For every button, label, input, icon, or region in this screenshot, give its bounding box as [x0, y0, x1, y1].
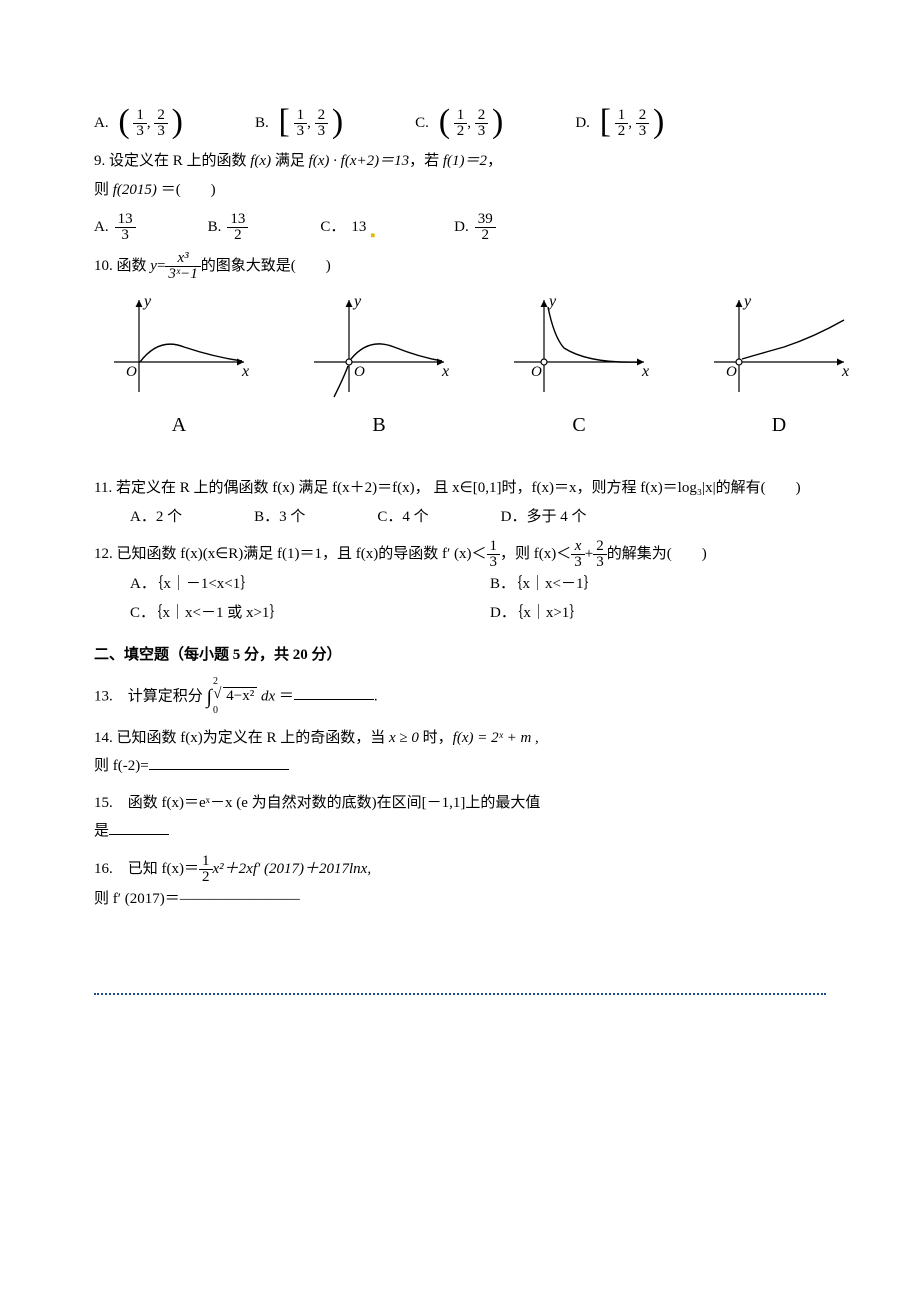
q10-graphs: y x O A y x O B: [104, 292, 826, 444]
svg-text:x: x: [241, 363, 249, 380]
svg-text:x: x: [441, 363, 449, 380]
q10-graph-b: y x O B: [304, 292, 454, 444]
graph-d-svg: y x O: [704, 292, 854, 402]
svg-text:O: O: [126, 364, 137, 380]
q12-opt-c: C．｛x｜x<－1 或 x>1｝: [130, 605, 284, 621]
q10: 10. 函数 y=x³3ˣ−1的图象大致是( ): [94, 251, 826, 282]
q11-opt-d: D．多于 4 个: [501, 503, 587, 532]
q11-options: A．2 个 B．3 个 C．4 个 D．多于 4 个: [94, 503, 826, 532]
q16: 16. 已知 f(x)＝12x²＋2xf′ (2017)＋2017lnx, 则 …: [94, 854, 826, 914]
q9: 9. 设定义在 R 上的函数 f(x) 满足 f(x) · f(x+2)＝13，…: [94, 147, 826, 204]
footer-rule: [94, 993, 826, 995]
q13: 13. 计算定积分 ∫20 4−x² dx ＝.: [94, 678, 826, 716]
graph-a-svg: y x O: [104, 292, 254, 402]
svg-text:O: O: [531, 364, 542, 380]
graph-b-svg: y x O: [304, 292, 454, 402]
marker-icon: ▪: [370, 222, 382, 234]
q11-opt-b: B．3 个: [254, 503, 305, 532]
svg-text:y: y: [742, 293, 752, 310]
q14-blank: [149, 769, 289, 770]
q11-opt-a: A．2 个: [130, 503, 182, 532]
q8-opt-c: C. ( 12, 23 ): [415, 108, 503, 139]
q9-opt-d: D.392: [454, 212, 496, 243]
section-2-title: 二、填空题（每小题 5 分，共 20 分）: [94, 641, 826, 670]
q9-opt-b: B.132: [208, 212, 249, 243]
q13-blank: [294, 699, 374, 700]
q15-blank: [109, 834, 169, 835]
q10-graph-a: y x O A: [104, 292, 254, 444]
q11-opt-c: C．4 个: [377, 503, 428, 532]
q11: 11. 若定义在 R 上的偶函数 f(x) 满足 f(x＋2)＝f(x)， 且 …: [94, 474, 826, 503]
q9-opt-c: C．13 ▪: [320, 213, 382, 242]
exam-page: A. ( 13, 23 ) B. [ 13, 23 ) C. ( 12, 23 …: [0, 0, 920, 1302]
q9-opt-a: A.133: [94, 212, 136, 243]
svg-text:y: y: [547, 293, 557, 310]
q9-options: A.133 B.132 C．13 ▪ D.392: [94, 212, 826, 243]
q12-opt-d: D．｛x｜x>1｝: [490, 605, 584, 621]
q14: 14. 已知函数 f(x)为定义在 R 上的奇函数，当 x ≥ 0 时，f(x)…: [94, 724, 826, 781]
q8-options: A. ( 13, 23 ) B. [ 13, 23 ) C. ( 12, 23 …: [94, 108, 826, 139]
svg-text:O: O: [354, 364, 365, 380]
q12-options: A．｛x｜－1<x<1｝ B．｛x｜x<－1｝ C．｛x｜x<－1 或 x>1｝…: [94, 570, 826, 627]
q12-opt-a: A．｛x｜－1<x<1｝: [130, 576, 255, 592]
svg-text:O: O: [726, 364, 737, 380]
svg-text:y: y: [142, 293, 152, 310]
graph-c-svg: y x O: [504, 292, 654, 402]
q12-opt-b: B．｛x｜x<－1｝: [490, 576, 598, 592]
q15: 15. 函数 f(x)＝eˣ－x (e 为自然对数的底数)在区间[－1,1]上的…: [94, 789, 826, 846]
q10-graph-c: y x O C: [504, 292, 654, 444]
q8-opt-d: D. [ 12, 23 ): [575, 108, 664, 139]
svg-text:x: x: [641, 363, 649, 380]
integral-sign: ∫20: [207, 678, 212, 716]
q8-opt-b: B. [ 13, 23 ): [255, 108, 343, 139]
q10-graph-d: y x O D: [704, 292, 854, 444]
q8-opt-a: A. ( 13, 23 ): [94, 108, 183, 139]
q12: 12. 已知函数 f(x)(x∈R)满足 f(1)＝1，且 f(x)的导函数 f…: [94, 539, 826, 570]
sqrt: 4−x²: [223, 682, 257, 711]
svg-text:y: y: [352, 293, 362, 310]
svg-text:x: x: [841, 363, 849, 380]
